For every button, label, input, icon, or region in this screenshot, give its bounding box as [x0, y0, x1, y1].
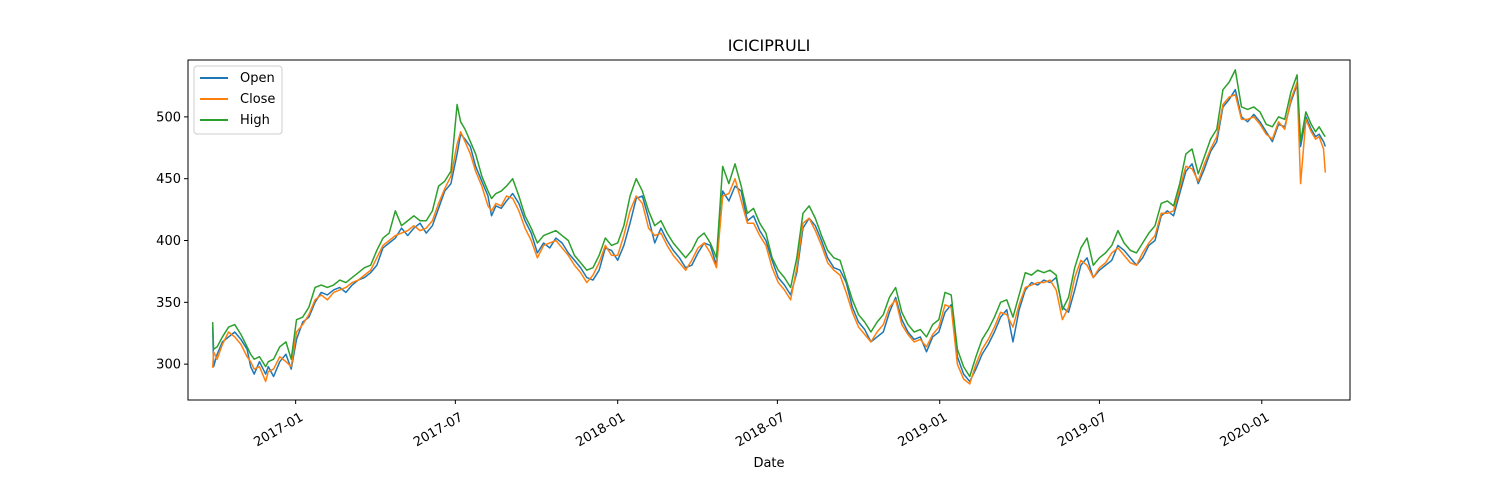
series-line-close [211, 81, 1327, 385]
y-tick-label: 500 [156, 110, 181, 125]
y-tick-label: 300 [156, 358, 181, 373]
x-axis-label: Date [753, 456, 784, 471]
legend-label-high: High [240, 113, 270, 128]
series-line-high [211, 69, 1326, 378]
y-axis: 300 350 400 450 500 [156, 110, 188, 373]
y-tick-label: 450 [156, 172, 181, 187]
series-layer [211, 69, 1327, 385]
legend: Open Close High [193, 65, 283, 135]
legend-box [193, 65, 283, 135]
chart-title: ICICIPRULI [728, 36, 811, 55]
plot-frame [187, 59, 1351, 401]
legend-label-open: Open [240, 71, 275, 86]
y-tick-label: 400 [156, 234, 181, 249]
y-tick-label: 350 [156, 296, 181, 311]
legend-label-close: Close [240, 92, 275, 107]
series-line-open [211, 83, 1327, 383]
